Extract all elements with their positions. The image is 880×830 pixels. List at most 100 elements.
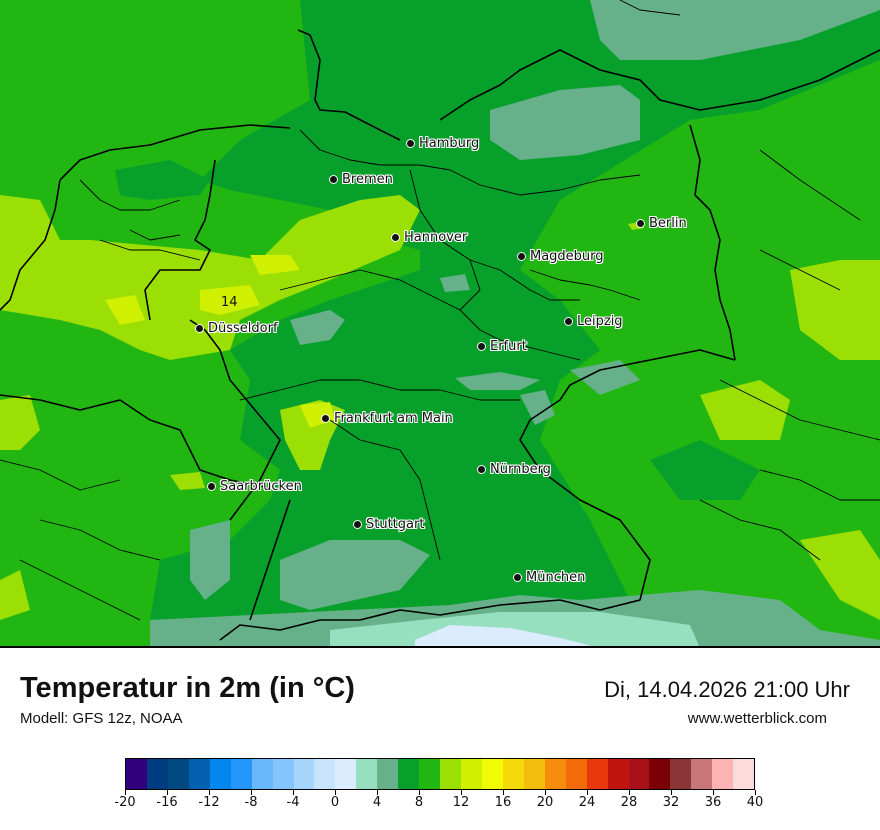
colorbar-segment (314, 759, 336, 789)
colorbar-segment (335, 759, 357, 789)
colorbar-tick-label: 16 (494, 795, 512, 810)
colorbar-segment (209, 759, 231, 789)
contour-label-14: 14 (221, 295, 238, 310)
colorbar-ticks: -20 -16 -12 -8 -4 0 4 8 12 16 20 24 28 32 36 40 (114, 790, 763, 820)
colorbar-tick-label: 28 (620, 795, 638, 810)
city-hamburg: Hamburg (406, 136, 479, 151)
colorbar-tick (712, 790, 714, 795)
colorbar-segment (293, 759, 315, 789)
colorbar-segment (167, 759, 189, 789)
colorbar-segment (607, 759, 629, 789)
city-marker-icon (353, 520, 362, 529)
colorbar-tick-label: -4 (286, 795, 300, 810)
colorbar-segment (251, 759, 273, 789)
colorbar-tick-label: -16 (156, 795, 178, 810)
colorbar-segment (670, 759, 692, 789)
valid-datetime: Di, 14.04.2026 21:00 Uhr (604, 677, 850, 702)
temperature-field (0, 0, 880, 646)
city-label: Berlin (649, 216, 687, 231)
colorbar-segment (126, 759, 147, 789)
city-label: Nürnberg (490, 462, 551, 477)
city-muenchen: München (513, 570, 585, 585)
city-duesseldorf: Düsseldorf (195, 321, 278, 336)
colorbar-tick (628, 790, 630, 795)
city-label: Saarbrücken (220, 479, 302, 494)
colorbar-tick-label: 32 (662, 795, 680, 810)
temperature-colorbar (125, 758, 755, 790)
city-marker-icon (513, 573, 522, 582)
colorbar-tick-label: -12 (198, 795, 220, 810)
colorbar-tick (754, 790, 756, 795)
colorbar-segment (356, 759, 378, 789)
model-info: Modell: GFS 12z, NOAA (20, 710, 183, 727)
temperature-map: 14 Hamburg Bremen Hannover Berlin Magdeb… (0, 0, 880, 648)
colorbar-tick-label: 36 (704, 795, 722, 810)
colorbar-segment (230, 759, 252, 789)
city-saarbruecken: Saarbrücken (207, 479, 302, 494)
city-leipzig: Leipzig (564, 314, 623, 329)
colorbar-segment (544, 759, 566, 789)
colorbar-tick (376, 790, 378, 795)
city-marker-icon (517, 252, 526, 261)
colorbar-tick (250, 790, 252, 795)
colorbar-tick (502, 790, 504, 795)
city-marker-icon (564, 317, 573, 326)
colorbar-segment (377, 759, 399, 789)
colorbar-tick (544, 790, 546, 795)
city-label: Frankfurt am Main (334, 411, 453, 426)
colorbar-tick-label: 12 (452, 795, 470, 810)
city-marker-icon (636, 219, 645, 228)
city-marker-icon (329, 175, 338, 184)
colorbar-tick (460, 790, 462, 795)
website-link[interactable]: www.wetterblick.com (687, 710, 827, 727)
colorbar-segment (502, 759, 524, 789)
city-berlin: Berlin (636, 216, 687, 231)
colorbar-tick (670, 790, 672, 795)
city-nuernberg: Nürnberg (477, 462, 551, 477)
colorbar-segment (586, 759, 608, 789)
colorbar-tick (124, 790, 126, 795)
colorbar-tick-label: 0 (330, 795, 340, 810)
colorbar-segment (440, 759, 461, 789)
city-label: München (526, 570, 586, 585)
colorbar-segment (188, 759, 210, 789)
city-marker-icon (406, 139, 415, 148)
city-label: Bremen (342, 172, 393, 187)
city-marker-icon (477, 342, 486, 351)
colorbar-segment (419, 759, 441, 789)
colorbar-tick-label: 24 (578, 795, 596, 810)
city-hannover: Hannover (391, 230, 467, 245)
colorbar-tick (586, 790, 588, 795)
colorbar-segment (691, 759, 713, 789)
city-label: Stuttgart (366, 517, 425, 532)
colorbar-segment (461, 759, 482, 789)
city-label: Erfurt (490, 339, 527, 354)
city-marker-icon (321, 414, 330, 423)
city-erfurt: Erfurt (477, 339, 527, 354)
colorbar-tick-label: 40 (746, 795, 764, 810)
colorbar-tick (166, 790, 168, 795)
colorbar-tick-label: 20 (536, 795, 554, 810)
city-marker-icon (477, 465, 486, 474)
colorbar-tick (418, 790, 420, 795)
colorbar-segment (649, 759, 671, 789)
colorbar-segment (398, 759, 420, 789)
colorbar-segment (523, 759, 545, 789)
colorbar-segment (628, 759, 650, 789)
colorbar-segment (733, 759, 755, 789)
colorbar-segment (481, 759, 503, 789)
city-marker-icon (207, 482, 216, 491)
city-label: Hamburg (419, 136, 480, 151)
city-frankfurt: Frankfurt am Main (321, 411, 453, 426)
colorbar-tick (334, 790, 336, 795)
colorbar-segment (146, 759, 168, 789)
city-stuttgart: Stuttgart (353, 517, 424, 532)
colorbar-tick (208, 790, 210, 795)
city-magdeburg: Magdeburg (517, 249, 604, 264)
colorbar-segment (712, 759, 734, 789)
colorbar-segment (565, 759, 587, 789)
city-bremen: Bremen (329, 172, 393, 187)
colorbar-tick-label: 8 (414, 795, 424, 810)
colorbar-tick-label: -20 (114, 795, 136, 810)
city-label: Magdeburg (530, 249, 604, 264)
